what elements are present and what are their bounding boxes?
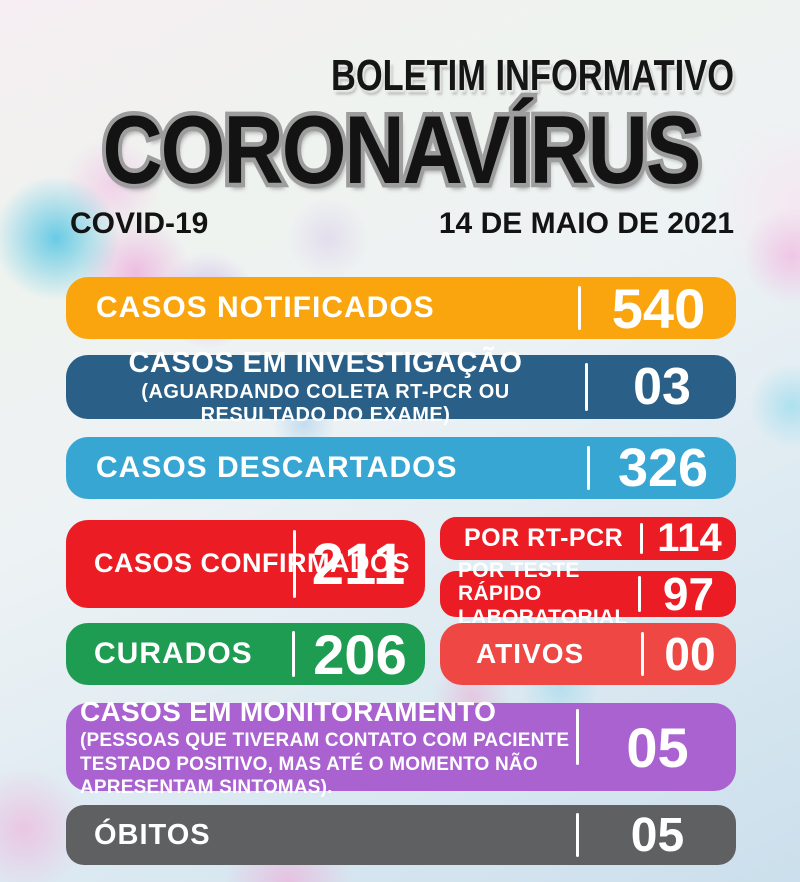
- divider-line: [292, 631, 295, 677]
- card-value: 114: [657, 516, 722, 560]
- card-value: 05: [630, 808, 685, 862]
- page-title-wrap: CORONAVÍRUS CORONAVÍRUS: [66, 95, 736, 206]
- card-value: 05: [626, 715, 689, 779]
- card-note: (AGUARDANDO COLETA RT-PCR OU RESULTADO D…: [141, 380, 510, 427]
- card-value: 326: [617, 438, 709, 498]
- card-curados: CURADOS 206: [66, 622, 425, 686]
- card-casos-investigacao: CASOS EM INVESTIGAÇÃO (AGUARDANDO COLETA…: [66, 347, 736, 426]
- bulletin-date: 14 DE MAIO DE 2021: [438, 207, 734, 240]
- divider-line: [576, 709, 579, 765]
- card-label: ÓBITOS: [94, 818, 211, 851]
- card-por-teste-rapido: POR TESTE RÁPIDO LABORATORIAL 97: [440, 559, 736, 629]
- card-note: (PESSOAS QUE TIVERAM CONTATO COM PACIENT…: [80, 730, 570, 798]
- card-value: 97: [662, 568, 715, 620]
- card-value: 03: [633, 358, 691, 416]
- divider-line: [578, 286, 581, 330]
- card-value: 206: [313, 622, 407, 686]
- card-casos-descartados: CASOS DESCARTADOS 326: [66, 437, 736, 499]
- card-label: CASOS EM INVESTIGAÇÃO (AGUARDANDO COLETA…: [66, 346, 571, 427]
- bulletin-content: BOLETIM INFORMATIVO CORONAVÍRUS CORONAVÍ…: [66, 0, 736, 882]
- card-title: CASOS EM MONITORAMENTO: [80, 696, 497, 728]
- card-value: 540: [611, 276, 706, 340]
- card-label: CASOS DESCARTADOS: [96, 451, 458, 484]
- card-value: 00: [664, 628, 716, 680]
- card-casos-monitoramento: CASOS EM MONITORAMENTO (PESSOAS QUE TIVE…: [66, 696, 736, 798]
- bulletin-kicker: BOLETIM INFORMATIVO: [330, 50, 734, 100]
- card-por-rt-pcr: POR RT-PCR 114: [440, 516, 736, 560]
- card-value: 211: [311, 531, 406, 597]
- card-title: CASOS EM INVESTIGAÇÃO: [128, 347, 523, 380]
- divider-line: [293, 530, 296, 598]
- divider-line: [576, 813, 579, 857]
- card-casos-notificados: CASOS NOTIFICADOS 540: [66, 276, 736, 340]
- divider-line: [585, 363, 588, 411]
- divider-line: [638, 576, 641, 612]
- subtitle-row: COVID-19 14 DE MAIO DE 2021: [70, 207, 734, 241]
- page-title: CORONAVÍRUS: [102, 96, 701, 205]
- divider-line: [640, 523, 643, 554]
- card-label: CURADOS: [94, 637, 253, 670]
- card-label: POR RT-PCR: [464, 524, 624, 552]
- divider-line: [587, 446, 590, 490]
- card-label: CASOS CONFIRMADOS: [94, 548, 411, 579]
- card-ativos: ATIVOS 00: [440, 623, 736, 685]
- card-label: ATIVOS: [476, 638, 585, 669]
- divider-line: [641, 632, 644, 676]
- page-title-outline: CORONAVÍRUS: [99, 95, 706, 206]
- card-label: POR TESTE RÁPIDO LABORATORIAL: [458, 559, 628, 629]
- covid-label: COVID-19: [70, 207, 209, 240]
- card-obitos: ÓBITOS 05: [66, 805, 736, 865]
- card-label: CASOS EM MONITORAMENTO (PESSOAS QUE TIVE…: [66, 695, 578, 799]
- card-label: CASOS NOTIFICADOS: [96, 291, 435, 324]
- card-casos-confirmados: CASOS CONFIRMADOS 211: [66, 520, 425, 608]
